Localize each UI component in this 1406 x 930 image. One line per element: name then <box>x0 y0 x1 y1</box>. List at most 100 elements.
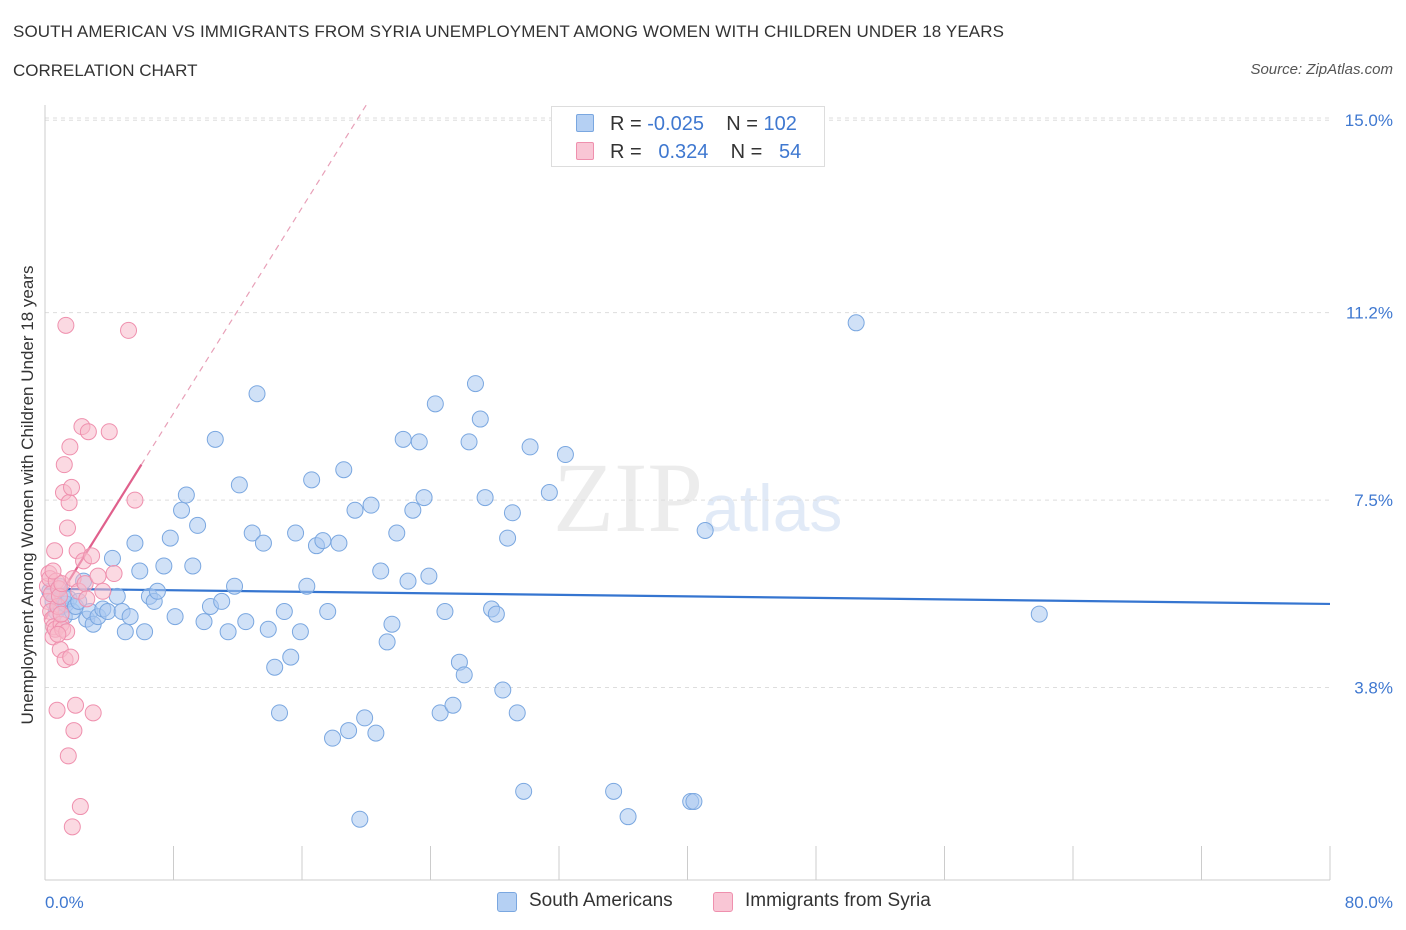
point-syria <box>61 438 79 456</box>
point-syria <box>55 456 73 474</box>
point-south-american <box>415 489 433 507</box>
point-south-american <box>195 613 213 631</box>
point-syria <box>58 519 76 537</box>
point-syria <box>126 491 144 509</box>
point-south-american <box>426 395 444 413</box>
point-syria <box>83 547 101 565</box>
point-south-american <box>303 471 321 489</box>
point-syria <box>49 625 67 643</box>
point-south-american <box>394 430 412 448</box>
chart-subtitle: CORRELATION CHART <box>13 61 198 80</box>
y-tick-label: 15.0% <box>1345 111 1393 130</box>
point-south-american <box>126 534 144 552</box>
watermark-atlas: atlas <box>703 471 843 545</box>
point-south-american <box>499 529 517 547</box>
point-south-american <box>330 534 348 552</box>
point-south-american <box>351 810 369 828</box>
point-south-american <box>177 486 195 504</box>
point-south-american <box>378 633 396 651</box>
point-south-american <box>298 577 316 595</box>
point-syria <box>71 798 89 816</box>
legend-swatch-pink <box>576 142 594 160</box>
point-syria <box>60 494 78 512</box>
point-south-american <box>399 572 417 590</box>
point-south-american <box>324 729 342 747</box>
trend-line-south-americans <box>44 587 1331 606</box>
point-south-american <box>471 410 489 428</box>
point-syria <box>65 722 83 740</box>
point-south-american <box>314 532 332 550</box>
watermark-zip: ZIP <box>553 442 703 553</box>
point-south-american <box>508 704 526 722</box>
point-south-american <box>356 709 374 727</box>
tick-labels: 3.8% 7.5% 11.2% 15.0% 0.0% 80.0% <box>45 111 1393 912</box>
point-south-american <box>116 623 134 641</box>
point-syria <box>62 648 80 666</box>
legend-text: R = 0.324 N = 54 <box>610 141 802 163</box>
point-south-american <box>476 489 494 507</box>
point-south-american <box>226 577 244 595</box>
point-south-american <box>367 724 385 742</box>
point-syria <box>100 423 118 441</box>
point-south-american <box>503 504 521 522</box>
point-south-american <box>248 385 266 403</box>
point-south-american <box>230 476 248 494</box>
point-south-american <box>287 524 305 542</box>
point-south-american <box>556 446 574 464</box>
y-tick-label: 11.2% <box>1346 304 1393 323</box>
point-syria <box>63 818 81 836</box>
point-south-american <box>206 430 224 448</box>
point-syria <box>84 704 102 722</box>
point-south-american <box>259 620 277 638</box>
point-syria <box>67 696 85 714</box>
point-south-american <box>521 438 539 456</box>
data-points <box>38 314 1048 836</box>
point-south-american <box>420 567 438 585</box>
point-south-american <box>99 603 117 621</box>
point-syria <box>46 542 64 560</box>
point-syria <box>59 747 77 765</box>
trend-line-syria-extrapolated <box>140 104 367 465</box>
bottom-legend-label: Immigrants from Syria <box>745 890 931 911</box>
point-syria <box>94 582 112 600</box>
point-south-american <box>219 623 237 641</box>
point-south-american <box>237 613 255 631</box>
point-south-american <box>121 608 139 626</box>
point-south-american <box>103 549 121 567</box>
point-south-american <box>166 608 184 626</box>
y-tick-label: 3.8% <box>1354 679 1393 698</box>
x-tick-label-min: 0.0% <box>45 893 84 912</box>
correlation-legend: R = -0.025 N = 102 R = 0.324 N = 54 <box>551 106 825 167</box>
point-south-american <box>340 722 358 740</box>
point-south-american <box>515 782 533 800</box>
point-south-american <box>1030 605 1048 623</box>
point-south-american <box>466 375 484 393</box>
point-south-american <box>362 496 380 514</box>
point-south-american <box>155 557 173 575</box>
chart-title: SOUTH AMERICAN VS IMMIGRANTS FROM SYRIA … <box>13 22 1005 41</box>
legend-swatch-blue <box>576 114 594 132</box>
point-south-american <box>335 461 353 479</box>
point-south-american <box>173 501 191 519</box>
point-syria <box>79 423 97 441</box>
point-south-american <box>161 529 179 547</box>
trend-lines <box>44 104 1331 620</box>
point-syria <box>52 605 70 623</box>
bottom-legend-swatch-pink <box>713 892 733 912</box>
point-south-american <box>148 582 166 600</box>
point-south-american <box>271 704 289 722</box>
watermark: ZIPatlas <box>553 440 842 555</box>
point-syria <box>120 321 138 339</box>
point-south-american <box>460 433 478 451</box>
y-tick-label: 7.5% <box>1354 491 1393 510</box>
point-south-american <box>436 603 454 621</box>
point-syria <box>63 478 81 496</box>
point-south-american <box>213 592 231 610</box>
point-south-american <box>282 648 300 666</box>
y-axis-label: Unemployment Among Women with Children U… <box>18 265 37 725</box>
point-south-american <box>388 524 406 542</box>
point-south-american <box>108 587 126 605</box>
point-south-american <box>444 696 462 714</box>
chart-source: Source: ZipAtlas.com <box>1250 61 1393 78</box>
point-syria <box>105 565 123 583</box>
